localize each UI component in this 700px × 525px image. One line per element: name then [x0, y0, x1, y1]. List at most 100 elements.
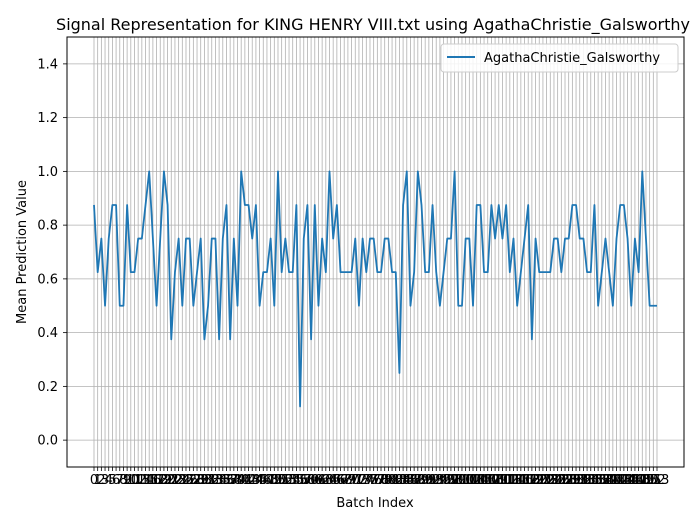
x-tick-label: 134: [575, 473, 600, 488]
x-tick-label: 29: [192, 473, 209, 488]
x-tick-label: 1: [94, 473, 102, 488]
x-tick-label: 81: [384, 473, 401, 488]
y-tick-label: 1.2: [37, 111, 58, 126]
x-tick-label: 108: [479, 473, 504, 488]
x-tick-label: 61: [310, 473, 327, 488]
x-tick-label: 26: [181, 473, 198, 488]
x-tick-label: 63: [318, 473, 335, 488]
x-tick-label: 105: [468, 473, 493, 488]
x-tick-label: 130: [560, 473, 585, 488]
x-tick-label: 13: [134, 473, 151, 488]
x-tick-label: 8: [119, 473, 127, 488]
x-tick-label: 107: [475, 473, 500, 488]
x-tick-label: 43: [244, 473, 261, 488]
x-tick-label: 19: [156, 473, 173, 488]
x-tick-label: 58: [299, 473, 316, 488]
x-tick-label: 138: [589, 473, 614, 488]
x-tick-label: 17: [148, 473, 165, 488]
x-tick-label: 90: [417, 473, 434, 488]
x-tick-label: 38: [226, 473, 243, 488]
x-tick-label: 121: [527, 473, 552, 488]
x-tick-label: 137: [586, 473, 611, 488]
x-tick-label: 5: [108, 473, 116, 488]
x-tick-label: 86: [402, 473, 419, 488]
x-tick-label: 112: [494, 473, 519, 488]
x-tick-label: 113: [497, 473, 522, 488]
x-tick-label: 78: [373, 473, 390, 488]
x-tick-label: 36: [218, 473, 235, 488]
y-axis-label: Mean Prediction Value: [15, 180, 30, 324]
x-tick-label: 98: [446, 473, 463, 488]
x-tick-label: 31: [200, 473, 217, 488]
x-tick-label: 41: [237, 473, 254, 488]
x-tick-label: 122: [531, 473, 556, 488]
x-tick-label: 64: [321, 473, 338, 488]
x-tick-label: 89: [413, 473, 430, 488]
x-tick-label: 76: [365, 473, 382, 488]
x-tick-label: 46: [255, 473, 272, 488]
x-tick-label: 11: [126, 473, 143, 488]
x-tick-label: 16: [145, 473, 162, 488]
x-tick-label: 139: [593, 473, 618, 488]
x-tick-label: 45: [251, 473, 268, 488]
x-tick-label: 126: [545, 473, 570, 488]
x-tick-label: 51: [273, 473, 290, 488]
x-tick-label: 25: [178, 473, 195, 488]
x-tick-label: 123: [534, 473, 559, 488]
x-tick-label: 4: [105, 473, 113, 488]
x-tick-label: 110: [486, 473, 511, 488]
x-tick-label: 151: [637, 473, 662, 488]
x-tick-label: 102: [457, 473, 482, 488]
x-tick-label: 145: [615, 473, 640, 488]
x-tick-label: 116: [508, 473, 533, 488]
x-tick-label: 128: [553, 473, 578, 488]
x-tick-label: 3: [101, 473, 109, 488]
x-tick-label: 22: [167, 473, 184, 488]
x-tick-label: 37: [222, 473, 239, 488]
x-tick-label: 56: [292, 473, 309, 488]
x-tick-label: 20: [159, 473, 176, 488]
x-tick-label: 70: [343, 473, 360, 488]
x-tick-label: 106: [472, 473, 497, 488]
x-tick-label: 49: [266, 473, 283, 488]
x-tick-label: 88: [410, 473, 427, 488]
x-tick-label: 55: [288, 473, 305, 488]
y-tick-label: 0.8: [37, 219, 58, 234]
x-tick-label: 33: [207, 473, 224, 488]
y-tick-label: 1.0: [37, 165, 58, 180]
x-tick-label: 44: [248, 473, 265, 488]
x-tick-label: 53: [281, 473, 298, 488]
x-tick-label: 27: [185, 473, 202, 488]
x-tick-label: 60: [307, 473, 324, 488]
legend-label: AgathaChristie_Galsworthy: [484, 51, 660, 66]
series-line: [93, 170, 657, 408]
x-tick-label: 127: [549, 473, 574, 488]
x-tick-label: 148: [626, 473, 651, 488]
x-tick-label: 40: [233, 473, 250, 488]
x-tick-label: 15: [141, 473, 158, 488]
y-tick-label: 0.2: [37, 380, 58, 395]
x-tick-label: 30: [196, 473, 213, 488]
x-tick-label: 117: [512, 473, 537, 488]
x-tick-label: 52: [277, 473, 294, 488]
x-tick-label: 94: [432, 473, 449, 488]
x-tick-label: 125: [542, 473, 567, 488]
x-tick-label: 91: [421, 473, 438, 488]
x-tick-label: 42: [240, 473, 257, 488]
x-tick-label: 96: [439, 473, 456, 488]
x-tick-label: 115: [505, 473, 530, 488]
x-tick-label: 111: [490, 473, 515, 488]
x-tick-label: 100: [450, 473, 475, 488]
x-tick-label: 77: [369, 473, 386, 488]
x-tick-label: 152: [641, 473, 666, 488]
legend-box: [440, 43, 679, 73]
y-tick-label: 0.6: [37, 272, 58, 287]
x-tick-label: 0: [90, 473, 98, 488]
x-tick-label: 140: [597, 473, 622, 488]
x-tick-label: 72: [351, 473, 368, 488]
x-tick-label: 135: [578, 473, 603, 488]
legend: AgathaChristie_Galsworthy: [440, 43, 679, 73]
x-tick-label: 12: [130, 473, 147, 488]
x-tick-label: 120: [523, 473, 548, 488]
